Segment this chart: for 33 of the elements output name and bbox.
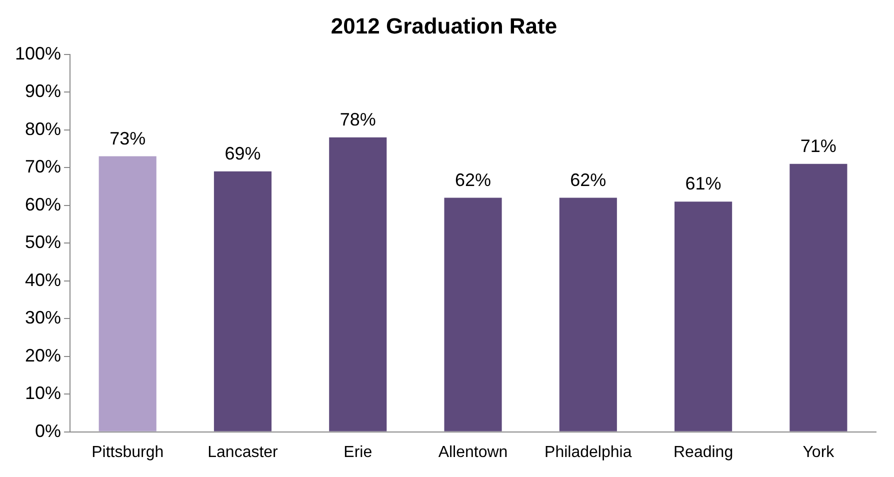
data-label: 62% (570, 170, 606, 190)
x-tick-label: York (802, 444, 836, 461)
data-label: 69% (224, 143, 261, 164)
chart-title: 2012 Graduation Rate (330, 13, 558, 38)
data-label: 61% (685, 174, 722, 194)
x-tick-label: Erie (344, 444, 372, 461)
y-tick-label: 70% (25, 156, 62, 177)
bar (444, 198, 502, 432)
y-tick-label: 50% (25, 232, 62, 252)
bar (559, 198, 617, 432)
bar (790, 164, 848, 432)
x-tick-label: Pittsburgh (92, 444, 164, 461)
data-label: 73% (110, 128, 146, 148)
data-label: 78% (340, 109, 376, 130)
y-tick-label: 20% (25, 345, 62, 366)
bar (98, 156, 156, 432)
bar (674, 202, 732, 432)
y-tick-label: 10% (25, 383, 62, 404)
data-label: 62% (455, 170, 492, 190)
y-tick-label: 90% (25, 81, 62, 102)
x-tick-label: Lancaster (208, 444, 279, 461)
x-tick-label: Allentown (438, 444, 508, 461)
data-label: 71% (800, 136, 836, 156)
y-tick-label: 100% (14, 43, 62, 64)
x-tick-label: Reading (673, 444, 734, 461)
x-tick-label: Philadelphia (544, 444, 632, 461)
y-tick-label: 0% (35, 420, 62, 441)
y-tick-label: 60% (25, 194, 62, 214)
bar (214, 171, 272, 432)
y-tick-label: 30% (25, 308, 62, 328)
bar (329, 137, 387, 432)
y-tick-label: 40% (25, 270, 62, 290)
y-tick-label: 80% (25, 118, 62, 139)
